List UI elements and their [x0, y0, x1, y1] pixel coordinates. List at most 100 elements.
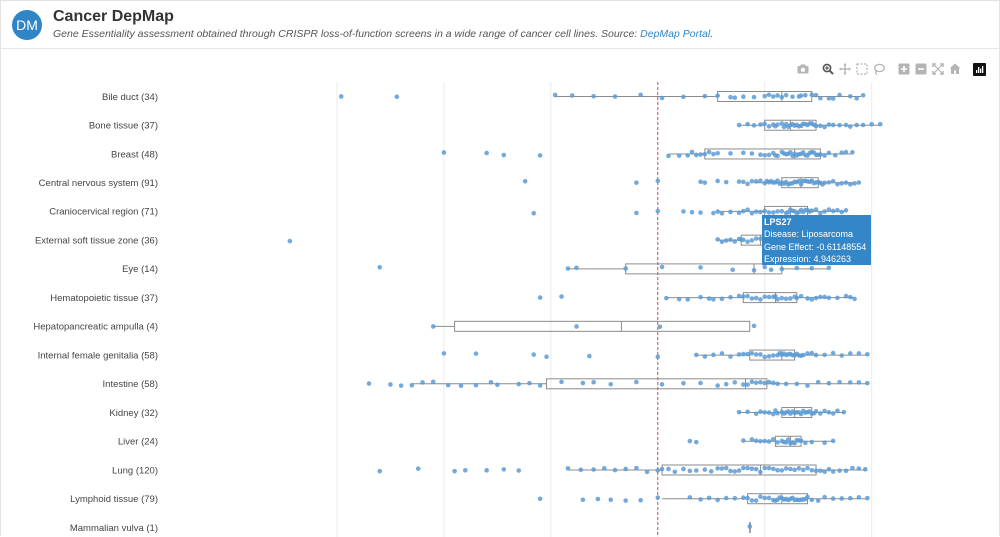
data-point: [711, 297, 716, 302]
pan-icon[interactable]: [838, 63, 851, 76]
data-point: [711, 352, 716, 358]
data-point: [762, 495, 768, 501]
data-point: [783, 466, 789, 471]
data-point: [638, 497, 643, 503]
data-point: [685, 153, 691, 158]
category-label: External soft tissue zone (36): [35, 235, 158, 246]
data-point: [830, 469, 836, 474]
data-point: [805, 465, 810, 471]
data-point: [766, 379, 772, 385]
data-point: [728, 354, 733, 359]
data-point: [803, 92, 808, 98]
data-point: [758, 178, 763, 183]
data-point: [565, 266, 571, 271]
data-point: [809, 497, 815, 503]
data-point: [847, 93, 853, 99]
data-point: [766, 294, 772, 300]
data-point: [723, 495, 729, 501]
data-point: [826, 122, 832, 127]
zoom-out-icon[interactable]: [914, 63, 927, 76]
data-point: [847, 182, 853, 187]
data-point: [741, 237, 746, 243]
data-point: [850, 149, 855, 155]
zoom-in-icon[interactable]: [897, 63, 910, 76]
data-point: [822, 469, 827, 475]
data-point: [798, 438, 804, 444]
data-point: [826, 150, 832, 156]
data-point: [813, 352, 819, 358]
data-point: [841, 409, 847, 415]
category-row: Eye (14): [122, 263, 832, 275]
data-point: [574, 265, 579, 271]
data-point: [719, 296, 725, 302]
data-point: [766, 152, 772, 158]
subtitle-end: .: [710, 28, 714, 40]
page-title: Cancer DepMap: [53, 8, 174, 25]
data-point: [415, 466, 421, 471]
data-point: [745, 239, 750, 245]
data-point: [830, 438, 836, 444]
zoom-icon[interactable]: [821, 63, 834, 76]
box-select-icon[interactable]: [855, 63, 868, 76]
data-point: [578, 467, 584, 473]
data-point: [745, 121, 750, 127]
autoscale-icon[interactable]: [931, 63, 944, 76]
data-point: [839, 353, 845, 358]
category-label: Intestine (58): [103, 379, 158, 390]
data-point: [794, 265, 800, 271]
data-point: [602, 466, 607, 471]
data-point: [826, 96, 832, 101]
data-point: [773, 408, 778, 413]
data-point: [580, 497, 586, 503]
data-point: [672, 469, 678, 475]
data-point: [612, 467, 618, 473]
data-point: [623, 466, 628, 472]
data-point: [770, 353, 776, 358]
data-point: [664, 295, 669, 301]
data-point: [809, 350, 815, 356]
data-point: [537, 153, 543, 158]
data-point: [753, 209, 759, 214]
data-point: [809, 297, 815, 302]
data-point: [822, 408, 827, 414]
reset-axes-icon[interactable]: [948, 63, 961, 76]
data-point: [559, 379, 564, 385]
depmap-portal-link[interactable]: DepMap Portal: [640, 28, 711, 40]
data-point: [655, 495, 661, 500]
data-point: [809, 208, 815, 213]
data-point: [736, 468, 742, 473]
lasso-select-icon[interactable]: [872, 63, 885, 76]
data-point: [830, 411, 836, 416]
data-point: [685, 297, 691, 302]
data-point: [749, 379, 755, 385]
data-point: [711, 151, 716, 157]
data-point: [775, 440, 780, 445]
data-point: [473, 351, 479, 356]
data-point: [728, 151, 733, 156]
tooltip-gene-effect: Gene Effect: -0.61148554: [764, 241, 867, 252]
data-point: [852, 181, 857, 186]
data-point: [659, 264, 665, 270]
data-point: [830, 178, 836, 184]
data-point: [826, 410, 832, 415]
camera-icon[interactable]: [796, 63, 809, 76]
data-point: [779, 266, 785, 272]
data-point: [706, 149, 712, 155]
plotly-logo-icon[interactable]: [973, 62, 986, 76]
page-subtitle: Gene Essentiality assessment obtained th…: [53, 28, 713, 40]
data-point: [531, 210, 537, 216]
data-point: [775, 296, 780, 302]
data-point: [818, 123, 823, 129]
data-point: [638, 92, 643, 98]
data-point: [655, 208, 661, 214]
data-point: [544, 354, 549, 360]
data-point: [698, 265, 703, 270]
box-iqr: [625, 263, 783, 275]
data-point: [766, 92, 772, 98]
data-point: [796, 466, 802, 471]
data-point: [779, 121, 785, 126]
data-point: [766, 465, 772, 471]
data-point: [338, 94, 344, 99]
data-point: [766, 210, 772, 215]
data-point: [843, 149, 849, 155]
